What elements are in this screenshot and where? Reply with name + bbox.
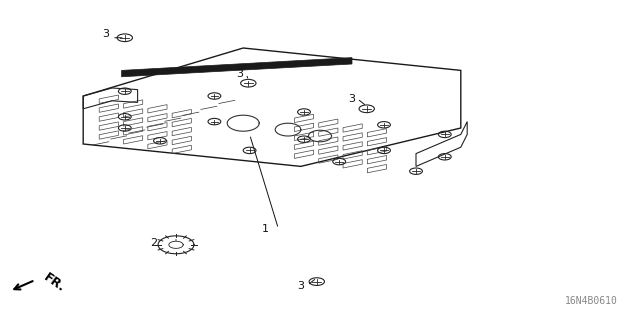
Text: 3: 3 (102, 28, 109, 39)
Text: 3: 3 (298, 281, 304, 292)
Text: 1: 1 (262, 224, 269, 234)
Text: 16N4B0610: 16N4B0610 (564, 296, 618, 306)
Text: 3: 3 (349, 94, 355, 104)
Text: 3: 3 (237, 68, 243, 79)
Text: FR.: FR. (42, 271, 68, 295)
Polygon shape (122, 58, 352, 77)
Text: 2: 2 (150, 238, 157, 248)
